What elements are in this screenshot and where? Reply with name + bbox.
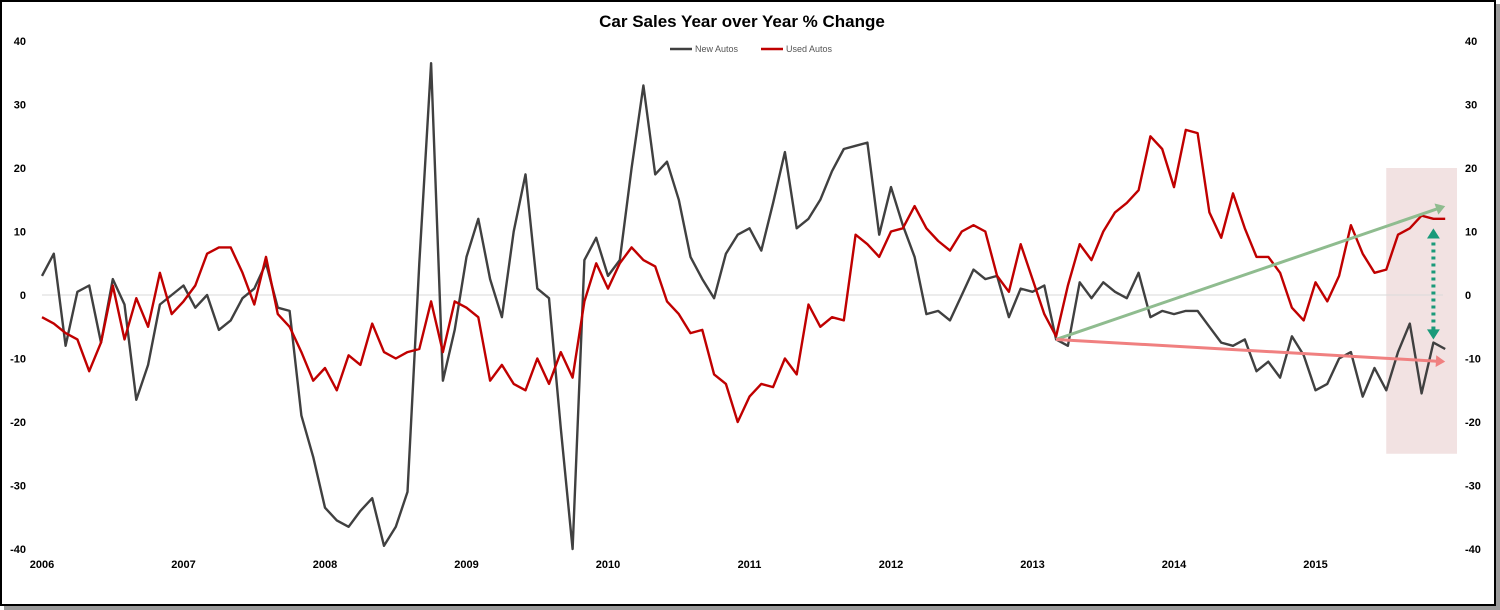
y-tick-left-label: -20: [10, 417, 26, 429]
y-tick-right-label: -30: [1465, 481, 1481, 493]
y-tick-right-label: 10: [1465, 227, 1477, 239]
y-tick-right-label: -10: [1465, 354, 1481, 366]
x-tick-label: 2011: [738, 559, 762, 571]
y-tick-right-label: -40: [1465, 544, 1481, 556]
y-axis-right-ticks: 40 30 20 10 0 -10 -20 -30 -40: [1465, 36, 1481, 556]
shaded-region-layer: [1386, 168, 1457, 454]
trend-arrow-head-0: [1434, 203, 1446, 215]
series-line-new-autos: [40, 62, 1446, 551]
x-tick-label: 2012: [879, 559, 903, 571]
y-tick-left-label: -30: [10, 481, 26, 493]
y-tick-left-label: 20: [14, 163, 26, 175]
y-tick-left-label: 30: [14, 100, 26, 112]
trend-arrow-1: [1055, 337, 1438, 363]
x-tick-label: 2010: [596, 559, 620, 571]
highlight-region: [1386, 168, 1457, 454]
series-line-used-autos: [41, 128, 1446, 424]
series-layer: [40, 62, 1446, 551]
y-tick-left-label: 10: [14, 227, 26, 239]
trend-arrow-head-1: [1435, 355, 1446, 368]
chart-title: Car Sales Year over Year % Change: [599, 12, 885, 31]
x-tick-label: 2014: [1162, 559, 1187, 571]
x-tick-label: 2007: [171, 559, 195, 571]
legend-label: Used Autos: [786, 44, 833, 54]
y-tick-right-label: 30: [1465, 100, 1477, 112]
y-tick-left-label: 0: [20, 290, 26, 302]
y-tick-right-label: 20: [1465, 163, 1477, 175]
y-tick-left-label: 40: [14, 36, 26, 48]
x-tick-label: 2006: [30, 559, 54, 571]
x-axis-ticks: 2006 2007 2008 2009 2010 2011 2012 2013 2014 2015: [30, 559, 1328, 571]
x-tick-label: 2009: [454, 559, 478, 571]
y-tick-left-label: -10: [10, 354, 26, 366]
gap-arrow-head-top: [1426, 228, 1440, 239]
x-tick-label: 2013: [1020, 559, 1044, 571]
gap-arrow-head-bottom: [1426, 329, 1440, 340]
y-axis-left-ticks: 40 30 20 10 0 -10 -20 -30 -40: [10, 36, 26, 556]
x-tick-label: 2015: [1303, 559, 1327, 571]
y-tick-left-label: -40: [10, 544, 26, 556]
legend-label: New Autos: [695, 44, 739, 54]
x-tick-label: 2008: [313, 559, 337, 571]
y-tick-right-label: 40: [1465, 36, 1477, 48]
annotations-layer: [1055, 203, 1446, 368]
y-tick-right-label: -20: [1465, 417, 1481, 429]
trend-arrow-0: [1055, 207, 1439, 341]
y-tick-right-label: 0: [1465, 290, 1471, 302]
legend: New Autos Used Autos: [670, 44, 833, 54]
